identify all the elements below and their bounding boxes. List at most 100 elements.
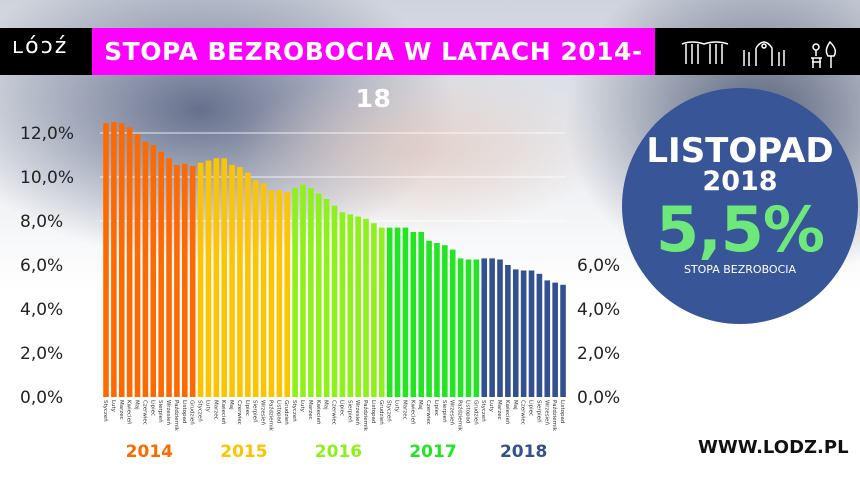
- bar-2015-1: [197, 162, 204, 397]
- highlight-year: 2018: [702, 166, 778, 197]
- month-label: Styczeń: [386, 400, 393, 422]
- month-label: Maj: [134, 400, 140, 410]
- month-label: Grudzień: [378, 400, 385, 425]
- month-label: Grudzień: [472, 400, 479, 425]
- bar-2016-11: [371, 223, 377, 397]
- month-label: Wrzesień: [543, 400, 550, 426]
- lodz-logo: ʟóɔź: [12, 34, 69, 59]
- month-label: Styczeń: [480, 400, 487, 422]
- month-label: Marzec: [212, 400, 218, 420]
- month-label: Październik: [551, 400, 558, 432]
- bar-2017-12: [473, 259, 480, 397]
- y-tick-label: 0,0%: [20, 388, 63, 408]
- month-label: Październik: [362, 400, 369, 432]
- month-label: Styczeń: [102, 400, 109, 422]
- month-label: Marzec: [118, 400, 124, 420]
- bar-2016-9: [355, 216, 361, 397]
- park-bench-tree-icon: [811, 40, 837, 68]
- month-label: Lipiec: [244, 400, 250, 416]
- highlight-value: 5,5%: [656, 193, 825, 266]
- bar-2014-8: [158, 151, 164, 397]
- bar-2017-2: [394, 227, 401, 397]
- month-label: Czerwiec: [425, 400, 431, 425]
- bar-2018-9: [544, 280, 551, 397]
- bar-2018-10: [552, 282, 558, 397]
- month-label: Luty: [488, 400, 494, 413]
- bar-2018-11: [560, 284, 566, 397]
- month-label: Lipiec: [433, 400, 439, 416]
- bar-2017-8: [442, 245, 448, 397]
- highlight-circle: LISTOPAD 2018 5,5% STOPA BEZROBOCIA: [622, 88, 858, 324]
- bar-2016-12: [379, 227, 385, 397]
- month-label: Październik: [267, 400, 274, 432]
- month-label: Kwiecień: [315, 400, 322, 425]
- month-label: Sierpień: [535, 400, 542, 423]
- month-label: Luty: [204, 400, 210, 413]
- month-label: Sierpień: [441, 400, 448, 423]
- bar-2017-11: [465, 259, 472, 397]
- bar-2015-6: [237, 167, 243, 397]
- month-label: Luty: [299, 400, 305, 413]
- year-label: 2016: [315, 442, 362, 462]
- month-label: Listopad: [559, 400, 565, 423]
- month-label: Marzec: [401, 400, 407, 420]
- y-tick-label: 2,0%: [20, 344, 63, 364]
- month-label: Kwiecień: [220, 400, 227, 425]
- month-label: Listopad: [464, 400, 470, 423]
- palm-house-icon: [681, 41, 729, 64]
- bar-2016-7: [339, 212, 346, 397]
- month-label: Maj: [228, 400, 234, 410]
- website-link[interactable]: WWW.LODZ.PL: [698, 437, 849, 458]
- month-label: Maj: [512, 400, 518, 410]
- month-label: Czerwiec: [331, 400, 337, 425]
- bar-2014-1: [103, 123, 109, 397]
- y-tick-label-right: 4,0%: [577, 300, 620, 320]
- gate-icon: [743, 41, 785, 66]
- month-label: Lipiec: [338, 400, 344, 416]
- month-label: Listopad: [370, 400, 376, 423]
- year-label: 2015: [220, 442, 267, 462]
- month-label: Wrzesień: [260, 400, 267, 426]
- bar-2017-6: [426, 240, 432, 397]
- bar-2018-2: [489, 258, 495, 397]
- page-title: STOPA BEZROBOCIA W LATACH 2014-18: [92, 28, 655, 113]
- bar-2017-10: [457, 258, 464, 397]
- bar-2016-6: [331, 205, 338, 397]
- bar-2018-8: [536, 273, 543, 397]
- bar-2016-3: [308, 188, 314, 397]
- year-label: 2018: [500, 442, 547, 462]
- bar-2014-6: [142, 141, 149, 397]
- month-label: Czerwiec: [520, 400, 526, 425]
- year-label: 2014: [126, 442, 173, 462]
- y-tick-label: 4,0%: [20, 300, 63, 320]
- bar-2014-10: [174, 164, 180, 397]
- month-label: Kwiecień: [409, 400, 416, 425]
- month-label: Listopad: [275, 400, 281, 423]
- month-label: Marzec: [307, 400, 313, 420]
- month-label: Maj: [323, 400, 329, 410]
- month-label: Styczeń: [291, 400, 298, 422]
- month-label: Kwiecień: [126, 400, 133, 425]
- bar-2014-12: [189, 166, 196, 397]
- highlight-label: STOPA BEZROBOCIA: [683, 263, 797, 276]
- month-label: Maj: [417, 400, 423, 410]
- month-label: Grudzień: [189, 400, 196, 425]
- month-label: Marzec: [496, 400, 502, 420]
- month-label: Sierpień: [252, 400, 259, 423]
- month-label: Lipiec: [149, 400, 155, 416]
- bar-2015-8: [252, 180, 259, 397]
- bar-2015-7: [245, 172, 251, 397]
- bar-2018-1: [481, 258, 488, 397]
- bar-2014-5: [134, 134, 141, 397]
- month-label: Wrzesień: [354, 400, 361, 426]
- month-label: Kwiecień: [504, 400, 511, 425]
- bar-2017-7: [434, 243, 440, 397]
- bar-2015-3: [213, 158, 220, 397]
- bar-2016-4: [315, 193, 322, 397]
- bar-2015-5: [229, 164, 235, 397]
- highlight-month: LISTOPAD: [646, 131, 834, 171]
- bar-2018-3: [497, 259, 503, 397]
- bar-2015-12: [284, 192, 291, 397]
- month-label: Luty: [394, 400, 400, 413]
- bar-2014-2: [111, 122, 117, 397]
